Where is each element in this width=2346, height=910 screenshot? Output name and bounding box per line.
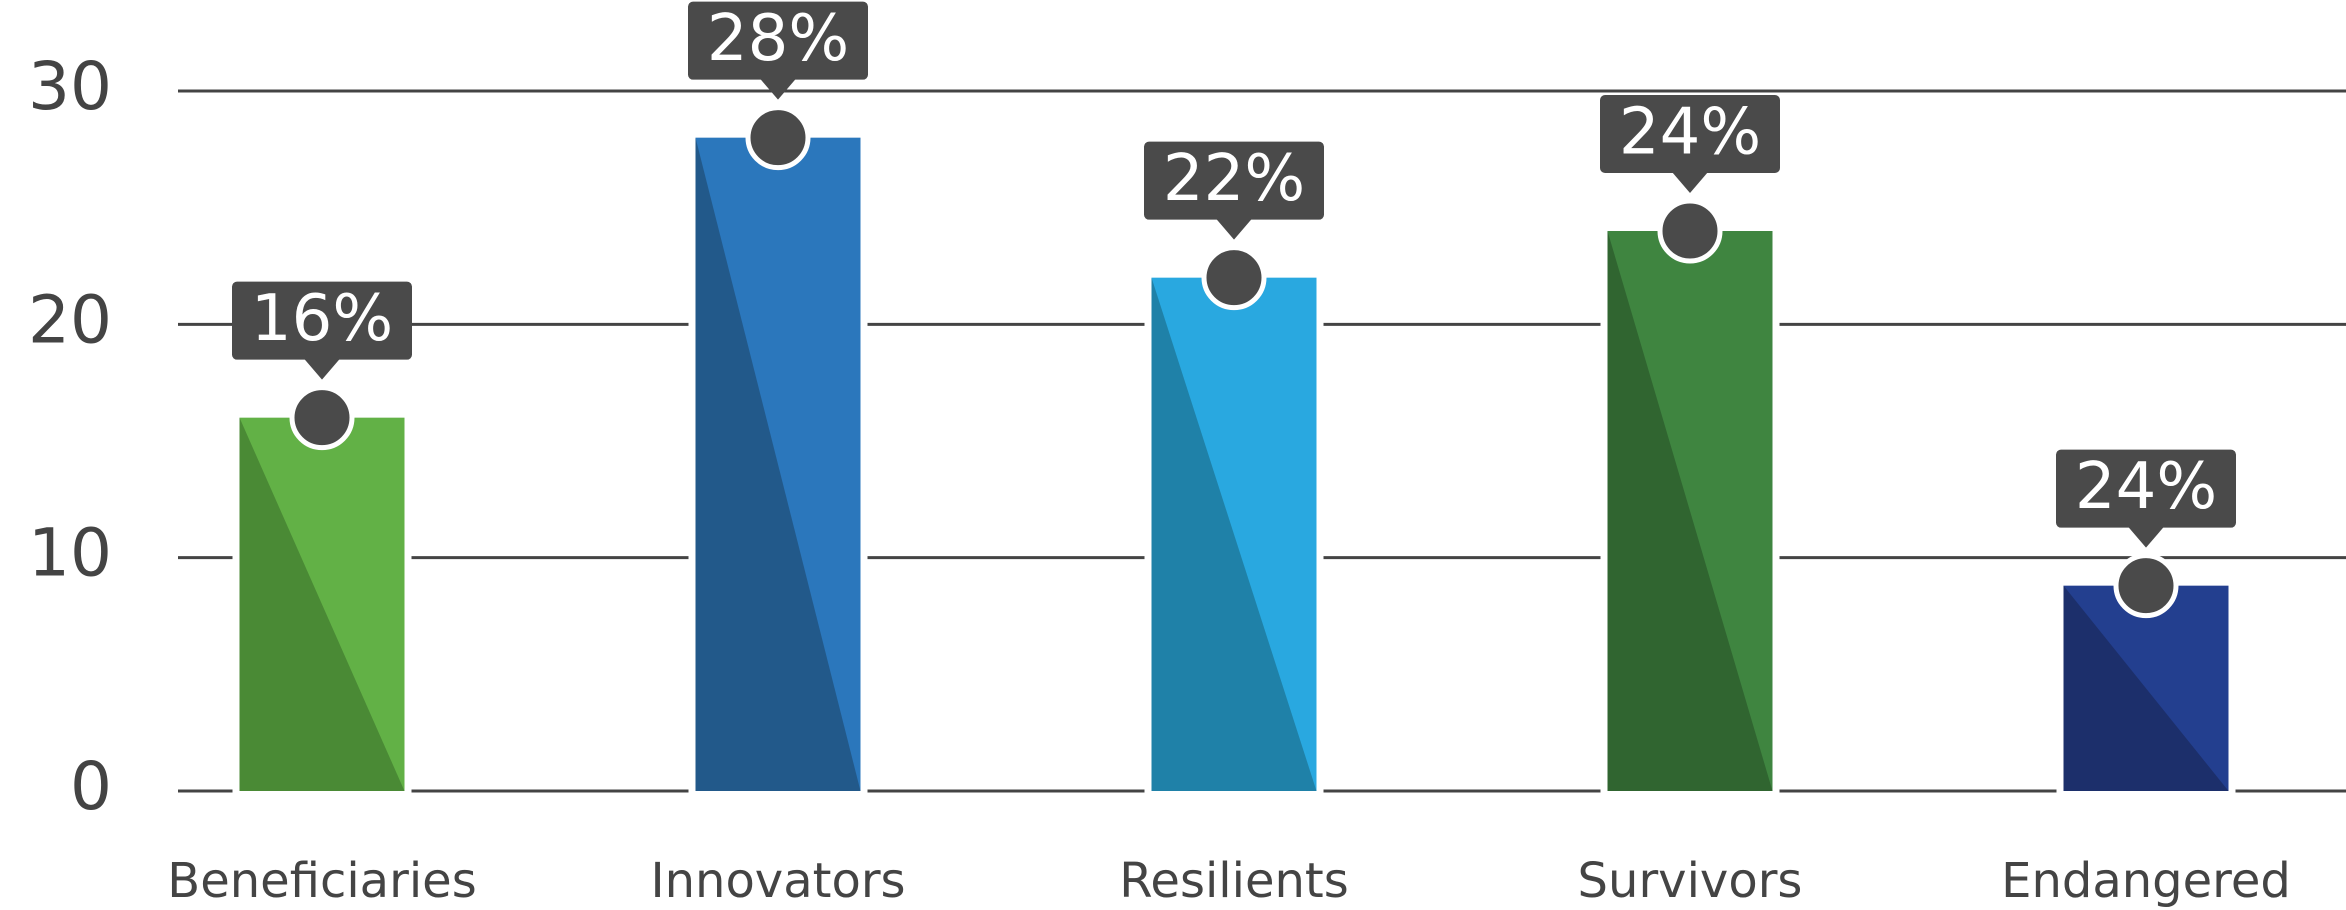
x-tick-label: Beneficiaries — [167, 853, 476, 909]
value-label: 24% — [2075, 450, 2217, 524]
value-dot — [1201, 245, 1267, 311]
y-tick-label: 30 — [28, 48, 112, 125]
bar-shade — [2063, 585, 2229, 791]
value-label: 22% — [1163, 142, 1305, 216]
callout-box — [232, 281, 412, 360]
bar-shade — [239, 417, 405, 791]
value-label: 16% — [251, 282, 393, 356]
bar-shade — [1151, 277, 1317, 792]
callout-box — [1144, 141, 1324, 220]
bar-shade — [1607, 231, 1773, 791]
value-label: 24% — [1619, 96, 1761, 170]
value-label: 28% — [707, 2, 849, 76]
callout-box — [2056, 449, 2236, 528]
y-tick-label: 0 — [70, 748, 112, 825]
callout-pointer — [760, 78, 796, 100]
callout-pointer — [304, 358, 340, 380]
value-dot — [1657, 198, 1723, 264]
callout-pointer — [1672, 172, 1708, 193]
callout-box — [688, 1, 868, 80]
callout-pointer — [2128, 526, 2164, 548]
callout-pointer — [1216, 218, 1252, 240]
y-tick-label: 10 — [28, 515, 112, 592]
x-tick-label: Resilients — [1119, 853, 1349, 909]
x-tick-label: Innovators — [650, 853, 905, 909]
x-tick-label: Endangered — [2001, 853, 2291, 909]
y-tick-label: 20 — [28, 281, 112, 358]
value-dot — [2113, 553, 2179, 619]
value-dot — [745, 105, 811, 171]
x-tick-label: Survivors — [1578, 853, 1803, 909]
callout-box — [1600, 95, 1780, 173]
value-dot — [289, 385, 355, 451]
bar-shade — [695, 137, 861, 791]
